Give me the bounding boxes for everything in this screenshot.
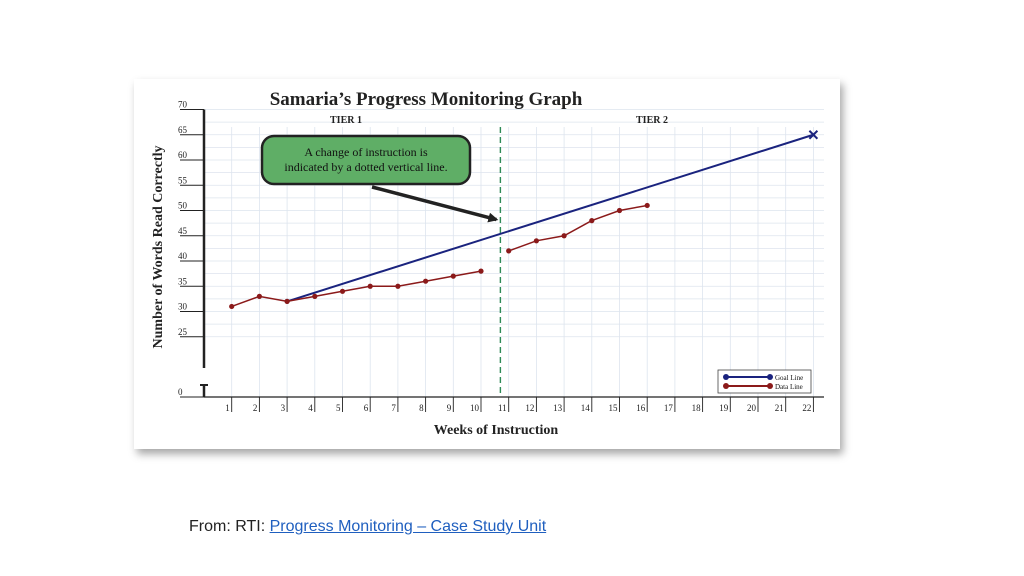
- legend-data-marker-start: [723, 383, 729, 389]
- annotation-callout: A change of instruction is indicated by …: [260, 134, 499, 223]
- tier1-label: TIER 1: [330, 115, 362, 126]
- data-point: [506, 248, 512, 254]
- data-point: [533, 238, 539, 244]
- x-tick-label: 5: [336, 403, 341, 413]
- source-caption: From: RTI: Progress Monitoring – Case St…: [189, 518, 546, 536]
- legend-goal-marker-end: [767, 374, 773, 380]
- x-tick-label: 18: [692, 403, 702, 413]
- caption-prefix: From: RTI:: [189, 518, 270, 535]
- data-point: [339, 288, 346, 294]
- annotation-line1: A change of instruction is: [304, 145, 428, 159]
- y-tick-label: 35: [178, 276, 188, 286]
- chart-frame: 0 25 30 35 40 45 50 55 60 65 70 1 2 3 4 5 6 7 8 9 10 11 12 13 14…: [134, 79, 840, 449]
- data-point: [395, 283, 401, 289]
- x-tick-label: 13: [553, 403, 563, 413]
- data-point: [589, 218, 595, 224]
- data-point: [229, 303, 235, 310]
- data-point: [478, 268, 484, 274]
- data-point: [644, 202, 650, 209]
- x-tick-label: 15: [609, 403, 619, 413]
- data-point: [256, 293, 262, 299]
- legend-data-label: Data Line: [775, 383, 803, 391]
- y-tick-label: 70: [178, 100, 188, 110]
- chart-title: Samaria’s Progress Monitoring Graph: [270, 89, 583, 110]
- y-tick-label: 40: [178, 251, 188, 261]
- data-point: [423, 278, 429, 284]
- goal-end-marker: [808, 130, 819, 140]
- y-tick-label: 30: [178, 302, 188, 312]
- y-tick-label: 45: [178, 226, 188, 236]
- x-tick-label: 9: [447, 403, 452, 413]
- annotation-arrow: [371, 185, 499, 223]
- annotation-line2: indicated by a dotted vertical line.: [284, 160, 447, 174]
- y-axis-label: Number of Words Read Correctly: [151, 146, 166, 349]
- data-point: [284, 298, 290, 304]
- x-tick-label: 16: [636, 403, 646, 413]
- x-tick-label: 21: [775, 403, 784, 413]
- data-point: [367, 283, 373, 289]
- data-point: [312, 293, 318, 299]
- x-tick-label: 14: [581, 403, 591, 413]
- legend-goal-marker-start: [723, 374, 729, 380]
- data-point: [561, 233, 567, 239]
- y-tick-label: 0: [178, 387, 183, 397]
- x-tick-label: 3: [281, 403, 286, 413]
- x-tick-label: 10: [470, 403, 480, 413]
- data-point: [616, 207, 623, 214]
- data-line-segment-2: [508, 204, 648, 252]
- legend-goal-label: Goal Line: [775, 374, 803, 382]
- x-tick-label: 12: [525, 403, 534, 413]
- series: [229, 130, 819, 310]
- x-tick-label: 1: [225, 403, 230, 413]
- x-tick-label: 11: [498, 403, 507, 413]
- x-tick-label: 4: [308, 403, 313, 413]
- x-tick-label: 17: [664, 403, 674, 413]
- legend-data-marker-end: [767, 383, 773, 389]
- x-tick-label: 8: [419, 403, 424, 413]
- y-tick-label: 25: [178, 327, 188, 337]
- data-line-segment-1: [231, 270, 482, 308]
- y-tick-label: 60: [178, 150, 188, 160]
- tier2-label: TIER 2: [636, 115, 668, 126]
- y-tick-label: 65: [178, 125, 188, 135]
- source-link[interactable]: Progress Monitoring – Case Study Unit: [269, 518, 547, 535]
- x-axis-label: Weeks of Instruction: [434, 423, 559, 438]
- x-tick-label: 2: [253, 403, 258, 413]
- y-tick-label: 55: [178, 175, 188, 185]
- legend-box: [717, 369, 812, 394]
- x-tick-label: 6: [364, 403, 369, 413]
- x-tick-label: 20: [747, 403, 757, 413]
- x-tick-label: 7: [391, 403, 396, 413]
- goal-line: [286, 133, 814, 303]
- annotation-box: [260, 134, 472, 186]
- data-point: [450, 273, 456, 279]
- legend: Goal Line Data Line: [717, 369, 812, 394]
- x-tick-label: 19: [719, 403, 729, 413]
- y-tick-label: 50: [178, 201, 188, 211]
- x-tick-label: 22: [802, 403, 811, 413]
